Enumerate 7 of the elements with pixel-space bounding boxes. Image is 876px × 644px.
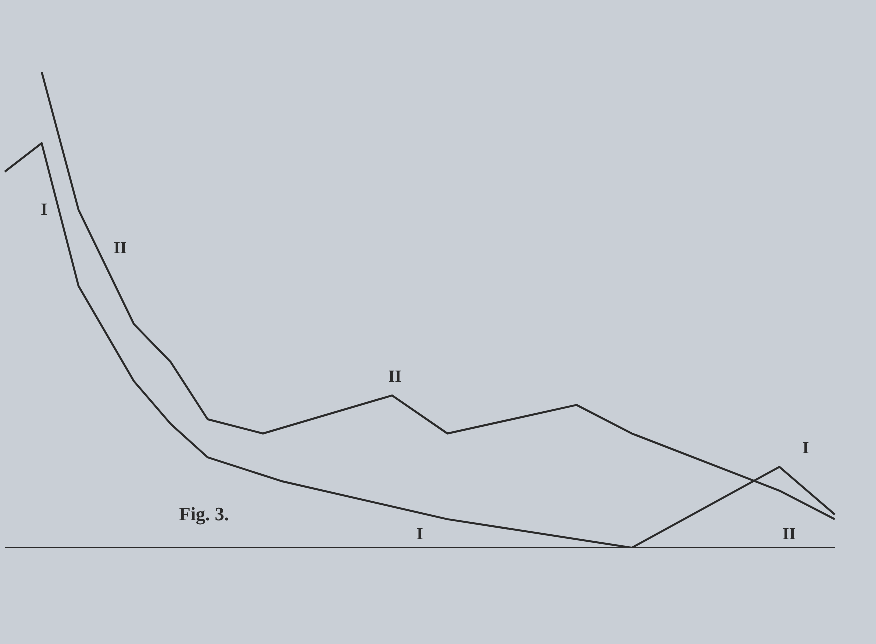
annotation: I <box>802 438 810 458</box>
series-label: I <box>41 200 48 220</box>
annotation: II <box>388 367 402 386</box>
annotation: Fig. 3. <box>179 504 230 526</box>
annotation: I <box>416 524 424 544</box>
annotation: II <box>782 524 796 544</box>
series-label: II <box>114 238 128 258</box>
